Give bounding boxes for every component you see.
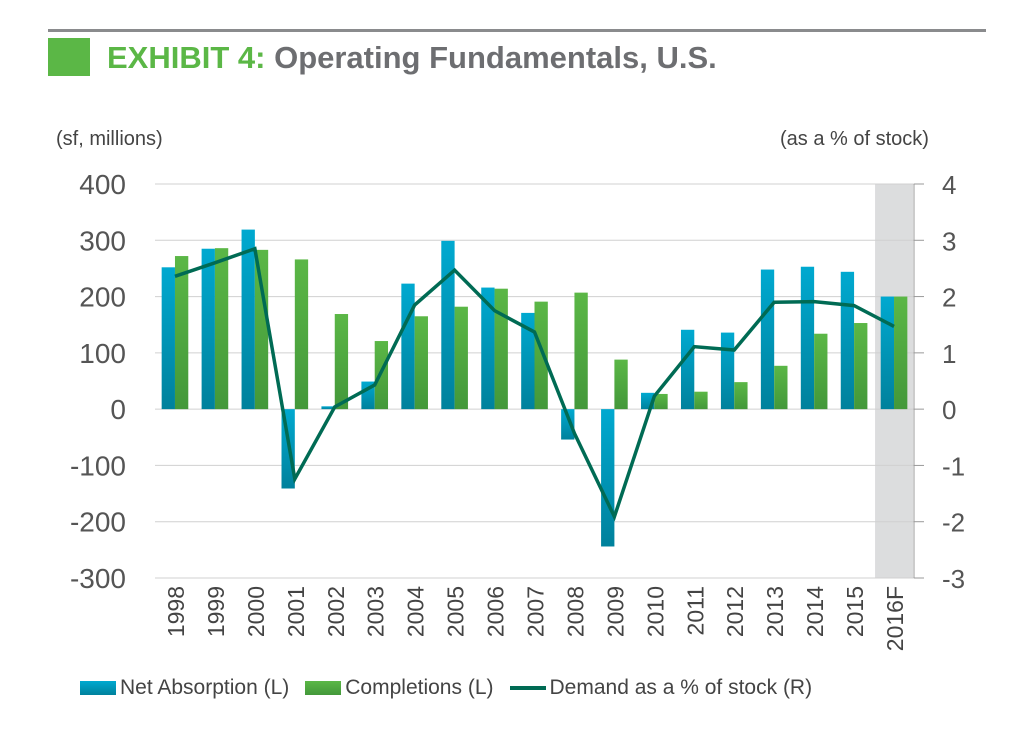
x-tick-label: 2010 [642,586,668,637]
y-tick-right: 2 [942,283,956,313]
bar-completions [814,333,828,410]
x-tick-label: 2005 [443,586,469,637]
y-tick-left: -100 [70,450,126,481]
x-tick-label: 2015 [842,586,868,637]
bar-completions [894,296,908,410]
x-tick-label: 2016F [882,586,908,651]
bar-completions [774,365,788,410]
x-tick-label: 2013 [762,586,788,637]
legend-label: Demand as a % of stock (R) [549,676,813,699]
x-tick-label: 1999 [203,586,229,637]
bar-net-absorption [720,332,735,410]
bar-completions [174,256,189,410]
legend-item-demand: Demand as a % of stock (R) [509,676,813,700]
bar-net-absorption [441,240,455,410]
legend-swatch [509,686,546,690]
bar-completions [254,249,269,410]
bar-net-absorption [880,296,895,410]
x-tick-label: 2008 [562,586,588,637]
x-tick-label: 2006 [483,586,509,637]
y-tick-right: 1 [942,339,956,369]
y-tick-right: 3 [942,226,956,256]
x-tick-label: 2012 [722,586,748,637]
title-text: Operating Fundamentals, U.S. [265,40,717,75]
bar-net-absorption [680,329,695,410]
y-tick-left: 400 [79,169,126,200]
x-tick-label: 2002 [323,586,349,637]
title-square-icon [48,38,90,76]
y-tick-right: 0 [942,395,956,425]
chart-title: EXHIBIT 4: Operating Fundamentals, U.S. [107,40,717,76]
legend-swatch [305,681,342,695]
y-tick-right: -3 [942,564,965,594]
bar-completions [614,359,628,410]
x-tick-label: 2014 [802,586,828,637]
top-rule [48,29,986,32]
bar-completions [574,292,588,410]
y-tick-left: -200 [70,507,126,538]
y-tick-left: 100 [79,338,126,369]
y-tick-left: -300 [70,563,126,594]
bar-completions [214,248,229,410]
x-tick-label: 2001 [283,586,309,637]
right-axis-label: (as a % of stock) [780,128,929,150]
legend-item-net-absorption: Net Absorption (L) [80,676,289,700]
bar-completions [734,382,748,410]
x-tick-label: 2003 [363,586,389,637]
y-tick-left: 200 [79,282,126,313]
bar-completions [854,323,868,410]
legend-item-completions: Completions (L) [305,676,494,700]
y-tick-right: -2 [942,508,965,538]
bar-net-absorption [321,406,335,410]
x-tick-label: 2011 [682,586,708,635]
bar-completions [654,393,668,410]
legend-swatch [80,681,116,695]
x-tick-label: 2000 [243,586,269,637]
bar-net-absorption [521,312,535,410]
bar-completions [414,316,428,410]
exhibit-label: EXHIBIT 4: [107,40,266,75]
bar-net-absorption [481,287,495,410]
bar-net-absorption [161,267,175,410]
legend-label: Completions (L) [345,676,494,699]
bar-completions [334,314,349,410]
bar-completions [294,259,309,410]
y-tick-right: -1 [942,451,965,481]
bar-net-absorption [241,229,255,410]
legend-label: Net Absorption (L) [120,676,290,699]
x-tick-label: 1998 [163,586,189,637]
x-tick-label: 2007 [523,586,549,637]
x-tick-label: 2009 [602,586,628,637]
bar-completions [534,301,548,410]
bar-net-absorption [561,409,575,440]
left-axis-label: (sf, millions) [56,128,163,150]
bar-net-absorption [840,271,855,410]
bar-completions [454,306,468,410]
bar-net-absorption [201,248,215,410]
bar-completions [694,391,708,410]
x-tick-label: 2004 [403,586,429,637]
bar-net-absorption [800,266,815,410]
bar-net-absorption [601,409,615,547]
y-tick-left: 300 [79,225,126,256]
bar-net-absorption [760,269,775,410]
y-tick-right: 4 [942,170,956,200]
bar-net-absorption [401,283,415,410]
y-tick-left: 0 [110,394,126,425]
bar-completions [494,288,508,410]
legend: Net Absorption (L) Completions (L) Deman… [80,676,828,700]
